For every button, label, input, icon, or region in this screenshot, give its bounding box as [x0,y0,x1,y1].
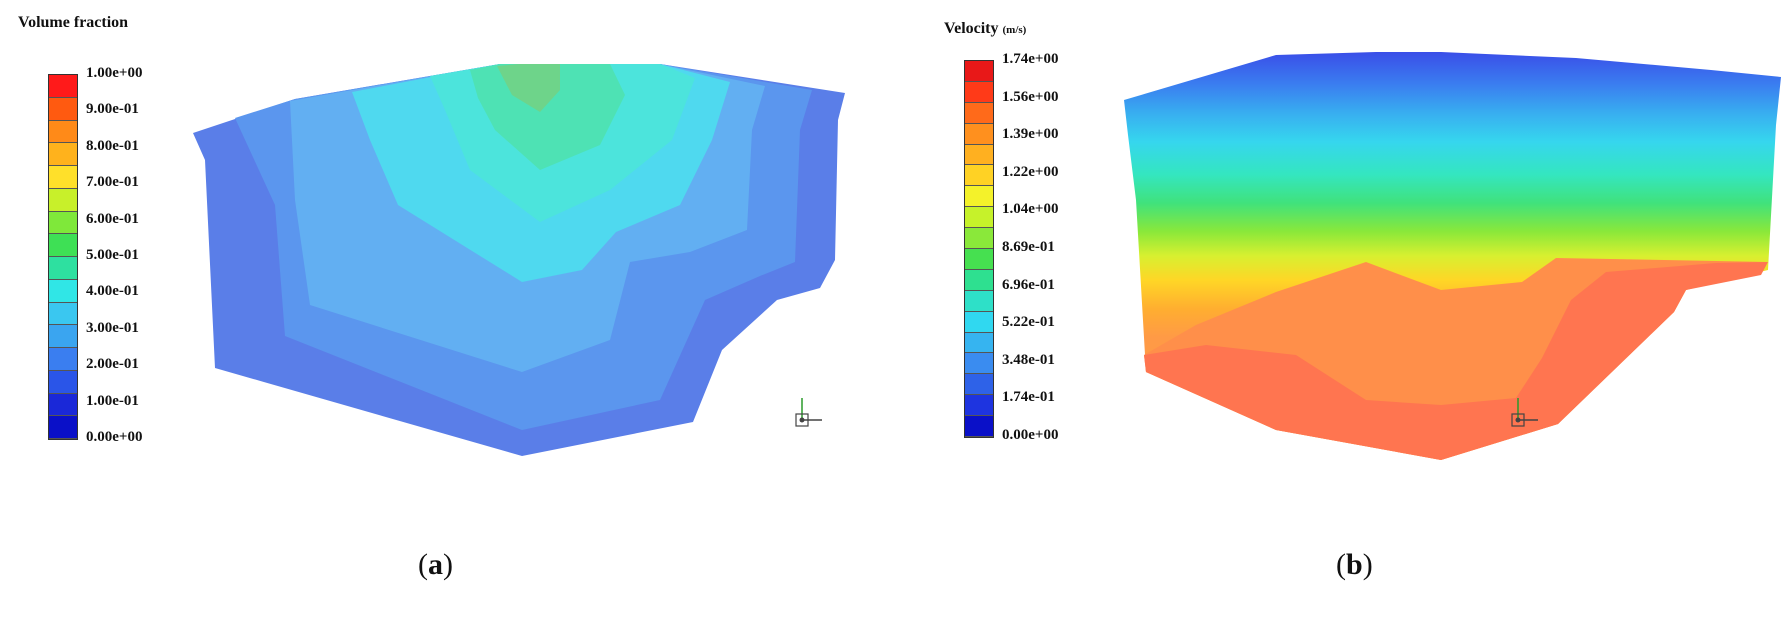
colorbar-segment [49,279,77,303]
colorbar-tick-label: 1.74e-01 [1002,389,1055,406]
colorbar-tick-label: 6.00e-01 [86,210,139,227]
colorbar-tick-label: 2.00e-01 [86,356,139,373]
colorbar-tick-label: 1.56e+00 [1002,88,1059,105]
colorbar-segment [49,75,77,98]
colorbar-tick-label: 6.96e-01 [1002,276,1055,293]
legend-title: Velocity (m/s) [944,20,1027,37]
panel-b: Velocity (m/s) 1.74e+00 1.56e+00 1.39e+00 1… [896,0,1792,641]
colorbar-segment [49,234,77,257]
colorbar-segment [965,269,993,291]
colorbar-tick-label: 5.22e-01 [1002,314,1055,331]
colorbar-segment [965,228,993,249]
colorbar-segment [49,257,77,280]
legend-title: Volume fraction [18,14,129,31]
colorbar-tick-label: 1.39e+00 [1002,126,1059,143]
colorbar-segment [49,143,77,166]
colorbar-segment [49,370,77,394]
colorbar-segment [49,166,77,189]
colorbar-tick-label: 4.00e-01 [86,283,139,300]
axis-triad-icon [790,390,830,435]
colorbar-tick-label: 1.04e+00 [1002,201,1059,218]
colorbar-tick-label: 1.00e-01 [86,392,139,409]
panel-a: Volume fraction 1.00e+00 9.00e-01 8.00e-01… [18,14,845,581]
colorbar-segment [965,416,993,437]
colorbar-segment [965,81,993,103]
colorbar-segment [965,374,993,396]
colorbar-segment [49,325,77,348]
panel-label: (b) [1336,548,1373,581]
colorbar-tick-label: 1.74e+00 [1002,51,1059,67]
colorbar-segment [49,97,77,121]
panel-label: (a) [418,548,453,581]
colorbar [48,74,78,440]
colorbar-segment [49,393,77,417]
colorbar-tick-label: 7.00e-01 [86,174,139,191]
colorbar-segment [965,332,993,354]
colorbar-segment [965,123,993,145]
colorbar-tick-label: 8.00e-01 [86,137,139,154]
axis-triad-icon [1506,390,1546,435]
colorbar-segment [965,186,993,208]
colorbar-segment [49,211,77,235]
colorbar-segment [965,311,993,333]
colorbar-tick-label: 5.00e-01 [86,247,139,263]
velocity-contour [1124,52,1781,460]
colorbar-segment [49,302,77,326]
colorbar-segment [965,102,993,124]
colorbar [964,60,994,438]
colorbar-tick-label: 1.00e+00 [86,65,143,81]
colorbar-tick-label: 1.22e+00 [1002,163,1059,180]
colorbar-segment [965,395,993,417]
colorbar-tick-label: 9.00e-01 [86,101,139,118]
colorbar-segment [965,353,993,375]
colorbar-segment [49,188,77,212]
colorbar-tick-label: 0.00e+00 [86,429,143,445]
colorbar-segment [965,144,993,166]
colorbar-segment [965,290,993,312]
colorbar-segment [965,165,993,187]
volume-fraction-contour [193,64,845,456]
colorbar-tick-label: 8.69e-01 [1002,239,1055,255]
colorbar-tick-label: 3.00e-01 [86,319,139,336]
colorbar-tick-label: 0.00e+00 [1002,427,1059,443]
colorbar-segment [965,249,993,270]
colorbar-segment [965,207,993,229]
colorbar-segment [49,120,77,144]
colorbar-tick-label: 3.48e-01 [1002,351,1055,368]
colorbar-segment [49,416,77,439]
colorbar-segment [965,61,993,82]
colorbar-segment [49,348,77,371]
